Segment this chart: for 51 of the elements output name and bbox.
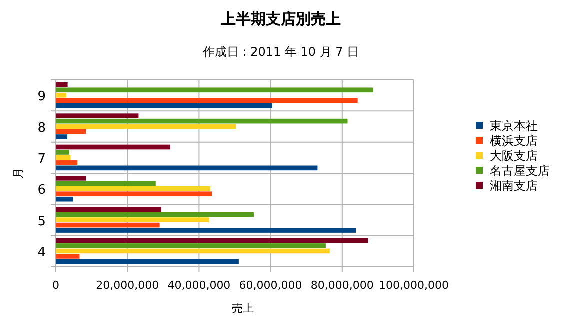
bar xyxy=(56,181,156,186)
bar xyxy=(56,248,330,254)
bar xyxy=(56,155,71,160)
bar xyxy=(56,222,160,228)
bar xyxy=(56,259,239,264)
x-tick-label: 20,000,000 xyxy=(96,279,160,292)
bar xyxy=(56,98,358,104)
legend-label: 湘南支店 xyxy=(490,179,538,193)
bar xyxy=(56,88,374,93)
x-tick-label: 80,000,000 xyxy=(310,279,374,292)
x-tick-label: 100,000,000 xyxy=(379,279,449,292)
y-tick-label: 6 xyxy=(38,183,46,198)
bar xyxy=(56,150,70,155)
bar xyxy=(56,160,78,166)
chart-title: 上半期支店別売上 xyxy=(220,10,341,28)
y-tick-label: 4 xyxy=(38,245,46,260)
bar xyxy=(56,186,210,192)
bar xyxy=(56,218,210,222)
y-tick-label: 5 xyxy=(38,214,46,230)
legend-label: 名古屋支店 xyxy=(490,164,550,178)
bar xyxy=(56,103,272,108)
x-tick-label: 60,000,000 xyxy=(239,279,302,292)
bar xyxy=(56,114,139,118)
bar xyxy=(56,238,368,244)
y-axis-title: 月 xyxy=(12,168,25,179)
y-tick-label: 7 xyxy=(38,152,46,167)
bar xyxy=(56,196,74,202)
bar xyxy=(56,118,348,124)
bar xyxy=(56,207,162,212)
bar xyxy=(56,144,170,150)
x-tick-label: 40,000,000 xyxy=(168,279,231,292)
bar xyxy=(56,254,80,259)
bar xyxy=(56,192,212,197)
x-axis-title: 売上 xyxy=(232,302,254,315)
bar xyxy=(56,212,254,218)
y-tick-label: 8 xyxy=(38,120,46,136)
x-tick-label: 0 xyxy=(52,279,60,292)
bar xyxy=(56,166,318,171)
bar xyxy=(56,134,68,140)
legend-label: 大阪支店 xyxy=(490,149,538,163)
bar xyxy=(56,92,66,98)
bar xyxy=(56,124,236,129)
bar xyxy=(56,176,86,181)
chart-subtitle: 作成日 : 2011 年 10 月 7 日 xyxy=(202,45,360,59)
y-tick-label: 9 xyxy=(38,90,46,105)
legend-label: 横浜支店 xyxy=(490,134,538,148)
bar xyxy=(56,228,356,233)
bar xyxy=(56,82,68,88)
bar xyxy=(56,244,326,248)
bar xyxy=(56,129,86,134)
legend-label: 東京本社 xyxy=(490,119,538,133)
